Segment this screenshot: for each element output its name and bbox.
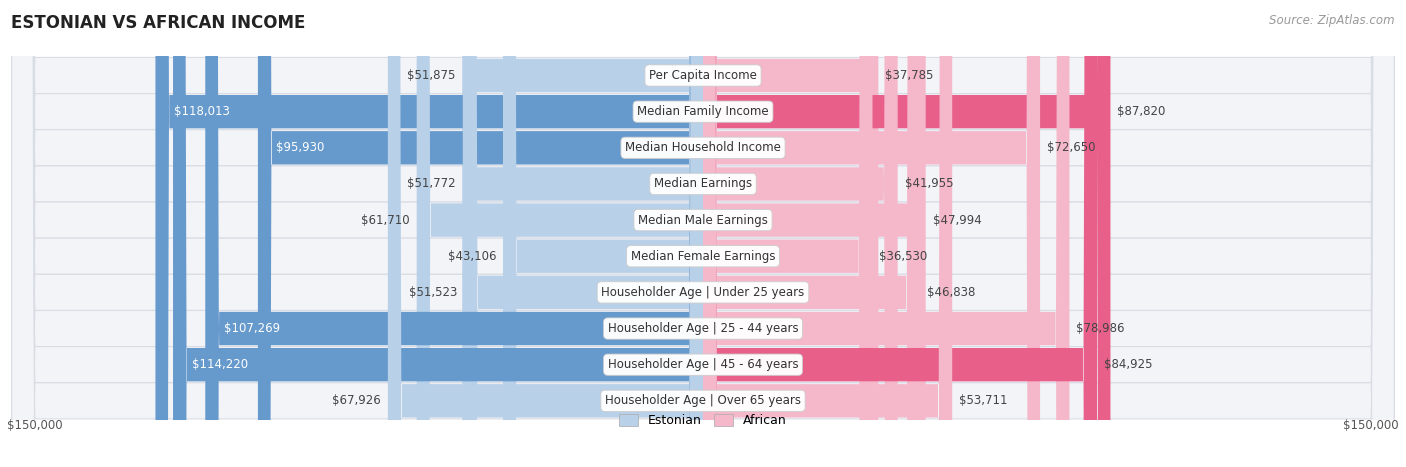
FancyBboxPatch shape	[173, 0, 703, 467]
FancyBboxPatch shape	[464, 0, 703, 467]
FancyBboxPatch shape	[703, 0, 873, 467]
Text: Median Earnings: Median Earnings	[654, 177, 752, 191]
FancyBboxPatch shape	[703, 0, 897, 467]
Text: $72,650: $72,650	[1047, 142, 1095, 154]
FancyBboxPatch shape	[463, 0, 703, 467]
Text: ESTONIAN VS AFRICAN INCOME: ESTONIAN VS AFRICAN INCOME	[11, 14, 305, 32]
FancyBboxPatch shape	[11, 0, 1395, 467]
Text: $114,220: $114,220	[191, 358, 247, 371]
FancyBboxPatch shape	[11, 0, 1395, 467]
Legend: Estonian, African: Estonian, African	[614, 409, 792, 432]
FancyBboxPatch shape	[11, 0, 1395, 467]
Text: $47,994: $47,994	[932, 213, 981, 226]
FancyBboxPatch shape	[703, 0, 921, 467]
Text: $43,106: $43,106	[447, 250, 496, 263]
Text: Median Family Income: Median Family Income	[637, 105, 769, 118]
Text: Median Female Earnings: Median Female Earnings	[631, 250, 775, 263]
Text: $84,925: $84,925	[1104, 358, 1153, 371]
FancyBboxPatch shape	[205, 0, 703, 467]
FancyBboxPatch shape	[11, 0, 1395, 467]
Text: Median Household Income: Median Household Income	[626, 142, 780, 154]
Text: $87,820: $87,820	[1118, 105, 1166, 118]
Text: Householder Age | 45 - 64 years: Householder Age | 45 - 64 years	[607, 358, 799, 371]
FancyBboxPatch shape	[503, 0, 703, 467]
Text: $107,269: $107,269	[224, 322, 280, 335]
Text: $150,000: $150,000	[1343, 419, 1399, 432]
FancyBboxPatch shape	[156, 0, 703, 467]
FancyBboxPatch shape	[11, 0, 1395, 467]
Text: Householder Age | Over 65 years: Householder Age | Over 65 years	[605, 394, 801, 407]
FancyBboxPatch shape	[703, 0, 1097, 467]
Text: Per Capita Income: Per Capita Income	[650, 69, 756, 82]
FancyBboxPatch shape	[703, 0, 925, 467]
Text: $61,710: $61,710	[361, 213, 409, 226]
Text: $150,000: $150,000	[7, 419, 63, 432]
FancyBboxPatch shape	[703, 0, 1070, 467]
Text: $78,986: $78,986	[1077, 322, 1125, 335]
FancyBboxPatch shape	[416, 0, 703, 467]
FancyBboxPatch shape	[11, 0, 1395, 467]
Text: $51,772: $51,772	[408, 177, 456, 191]
FancyBboxPatch shape	[257, 0, 703, 467]
Text: Householder Age | 25 - 44 years: Householder Age | 25 - 44 years	[607, 322, 799, 335]
FancyBboxPatch shape	[11, 0, 1395, 467]
Text: $53,711: $53,711	[959, 394, 1008, 407]
Text: $118,013: $118,013	[174, 105, 229, 118]
FancyBboxPatch shape	[463, 0, 703, 467]
Text: $95,930: $95,930	[277, 142, 325, 154]
Text: $36,530: $36,530	[879, 250, 928, 263]
Text: Householder Age | Under 25 years: Householder Age | Under 25 years	[602, 286, 804, 299]
Text: $41,955: $41,955	[904, 177, 953, 191]
FancyBboxPatch shape	[703, 0, 952, 467]
FancyBboxPatch shape	[703, 0, 1040, 467]
Text: $67,926: $67,926	[332, 394, 381, 407]
FancyBboxPatch shape	[703, 0, 1111, 467]
FancyBboxPatch shape	[703, 0, 879, 467]
Text: Source: ZipAtlas.com: Source: ZipAtlas.com	[1270, 14, 1395, 27]
FancyBboxPatch shape	[11, 0, 1395, 467]
Text: $51,523: $51,523	[409, 286, 457, 299]
Text: Median Male Earnings: Median Male Earnings	[638, 213, 768, 226]
Text: $51,875: $51,875	[406, 69, 456, 82]
Text: $46,838: $46,838	[928, 286, 976, 299]
FancyBboxPatch shape	[388, 0, 703, 467]
Text: $37,785: $37,785	[886, 69, 934, 82]
FancyBboxPatch shape	[11, 0, 1395, 467]
FancyBboxPatch shape	[11, 0, 1395, 467]
